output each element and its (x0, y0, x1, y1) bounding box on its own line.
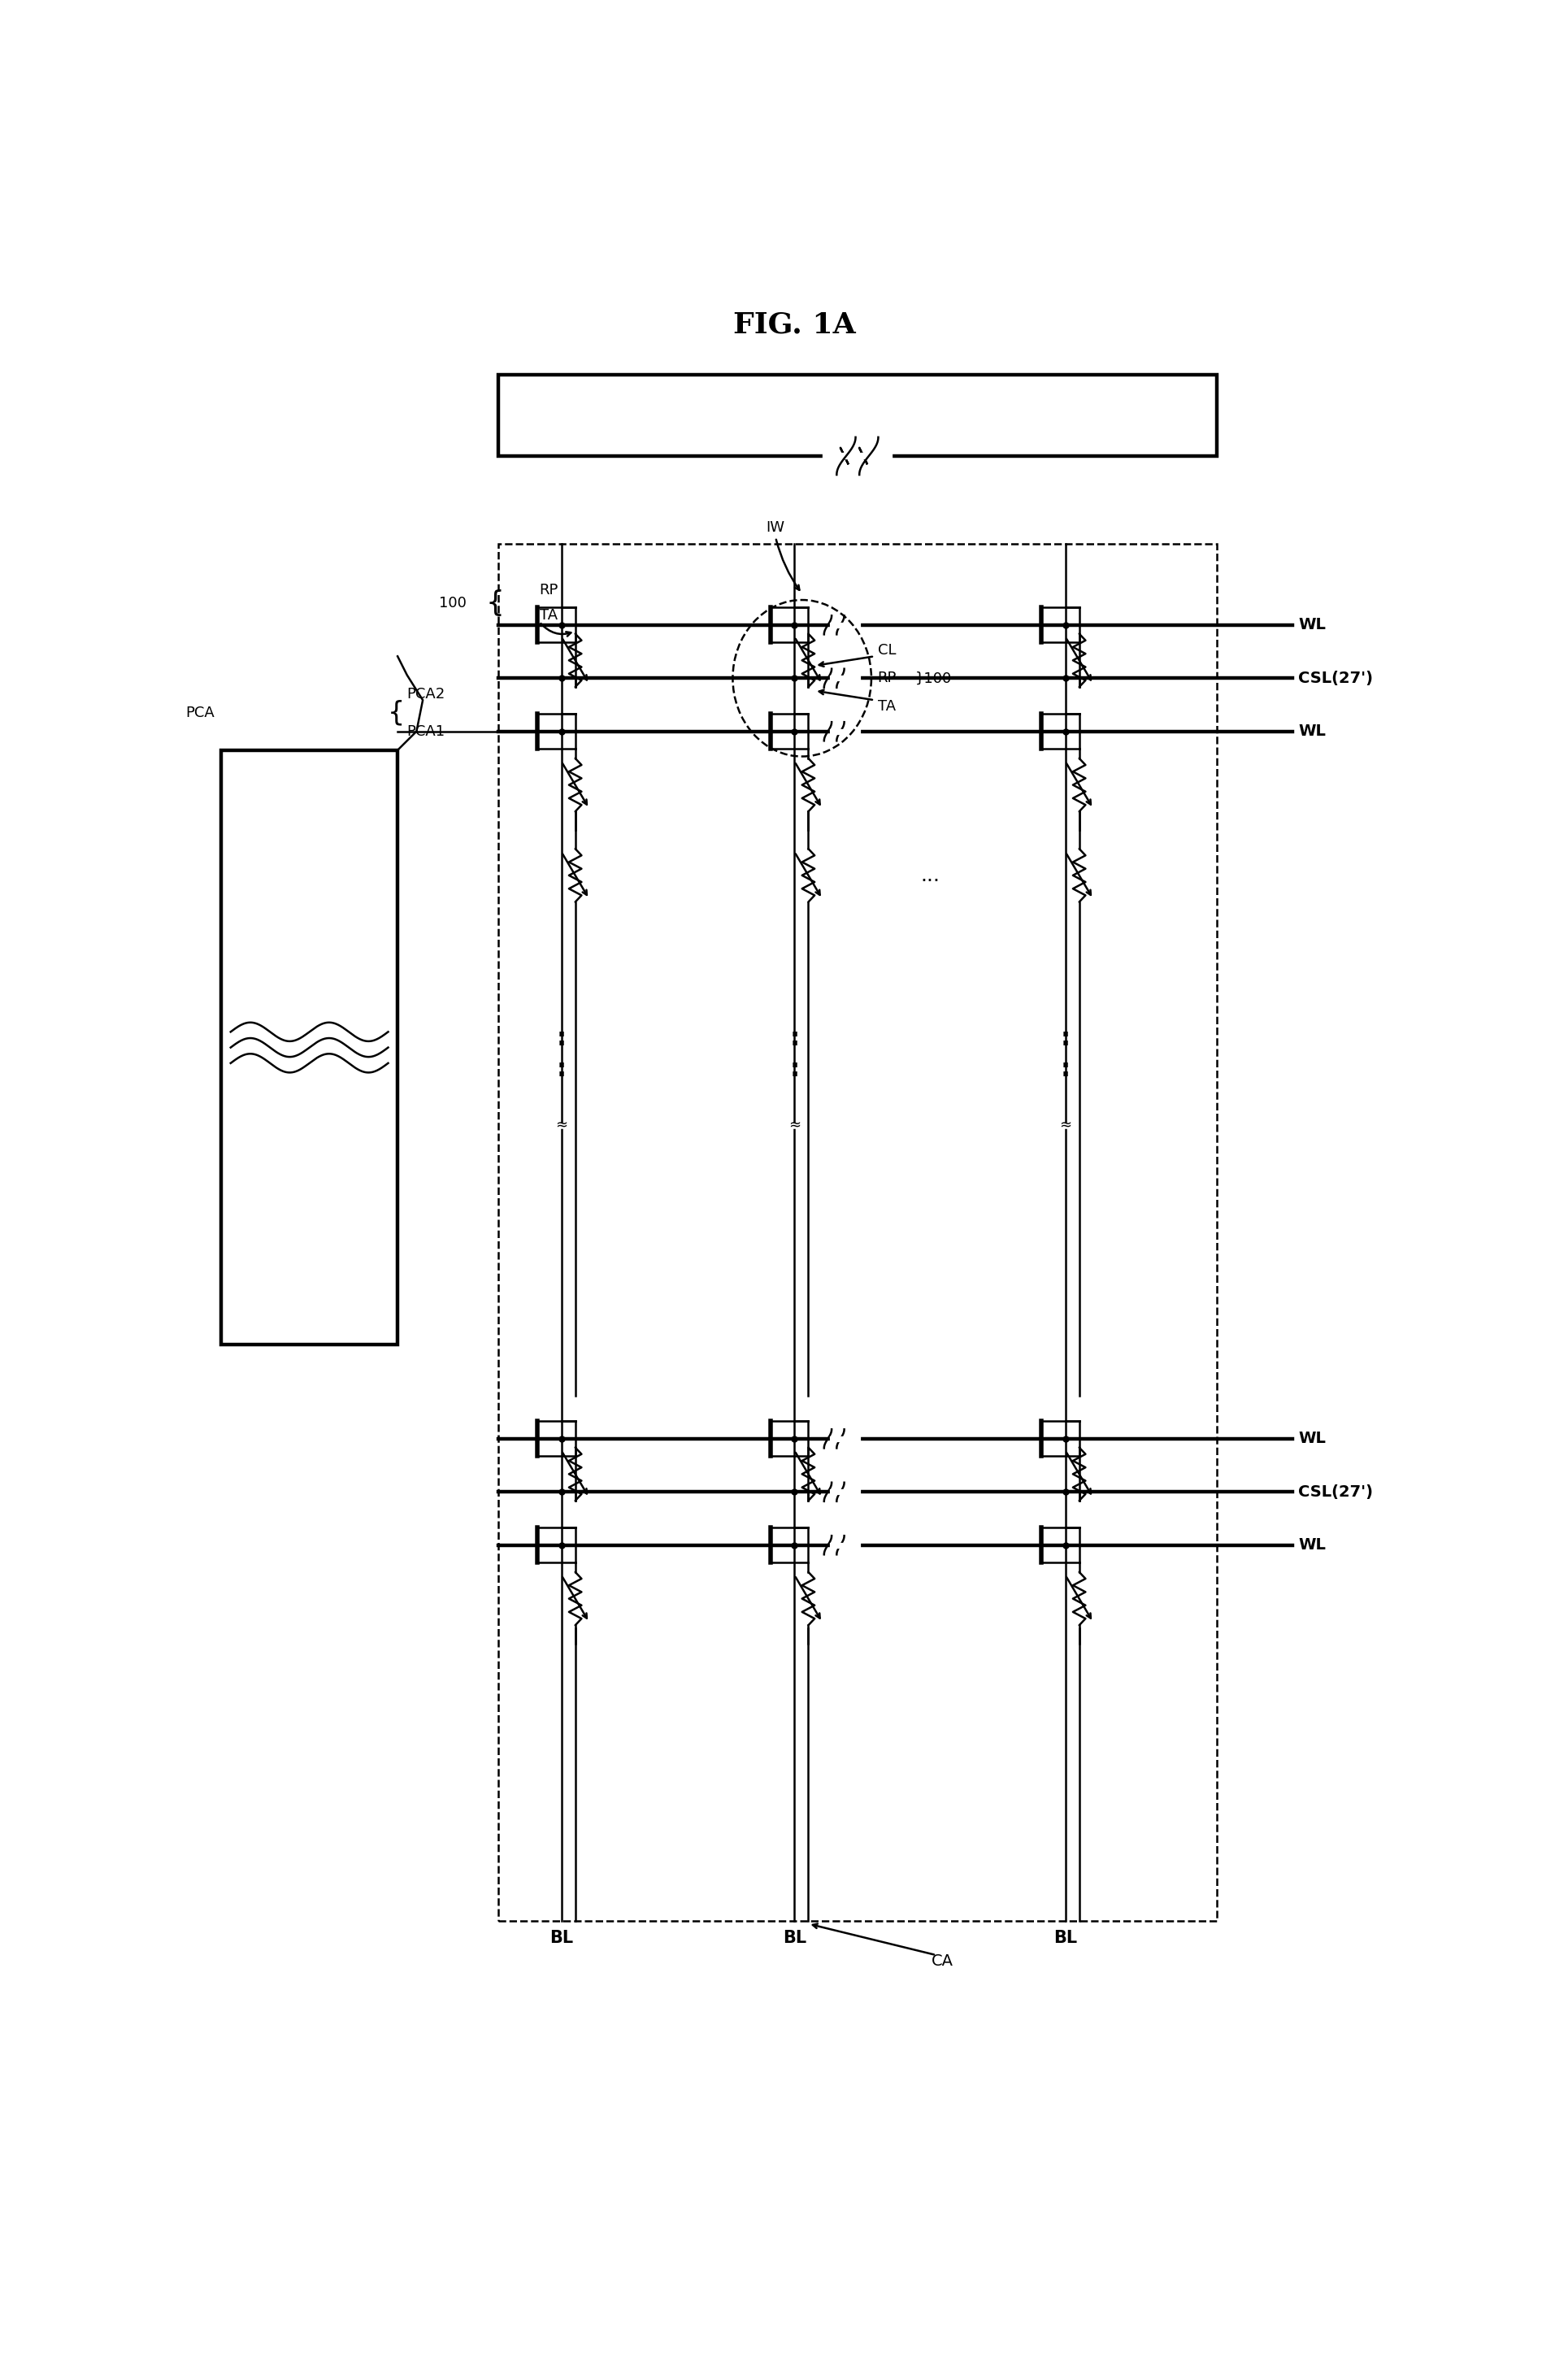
Text: IW: IW (767, 520, 786, 535)
Text: {: { (387, 699, 405, 725)
Text: WL: WL (1298, 1538, 1327, 1552)
Text: {: { (486, 589, 505, 617)
Text: RP: RP (878, 671, 897, 685)
Text: ≈: ≈ (1060, 1119, 1071, 1133)
Text: BL: BL (782, 1931, 806, 1945)
Text: PCA2: PCA2 (408, 688, 445, 702)
Text: WL: WL (1298, 617, 1327, 633)
Text: :: : (790, 1057, 800, 1081)
Text: :: : (790, 1027, 800, 1050)
Text: PCA: PCA (187, 704, 215, 721)
Text: CSL(27'): CSL(27') (1298, 671, 1374, 685)
Text: WL: WL (1298, 1432, 1327, 1446)
Text: TA: TA (878, 699, 895, 714)
Text: :: : (1060, 1027, 1071, 1050)
Bar (499, 544, 1217, 1922)
Text: CA: CA (931, 1955, 953, 1969)
Text: TA: TA (539, 608, 557, 624)
Text: FIG. 1A: FIG. 1A (734, 311, 856, 339)
Text: :: : (557, 1057, 566, 1081)
Bar (221, 751, 398, 1345)
Text: BL: BL (1054, 1931, 1077, 1945)
Text: RP: RP (539, 584, 558, 598)
Text: ≈: ≈ (555, 1119, 568, 1133)
Text: :: : (557, 1027, 566, 1050)
Text: ≈: ≈ (789, 1119, 801, 1133)
Text: CSL(27'): CSL(27') (1298, 1484, 1374, 1500)
Text: ...: ... (920, 867, 939, 885)
Text: 100: 100 (439, 596, 467, 610)
Text: WL: WL (1298, 723, 1327, 739)
Text: :: : (1060, 1057, 1071, 1081)
Text: PCA1: PCA1 (408, 723, 445, 739)
Text: CL: CL (878, 643, 895, 657)
Bar (499, 374, 1217, 457)
Text: BL: BL (549, 1931, 574, 1945)
Text: }100: }100 (916, 671, 952, 685)
